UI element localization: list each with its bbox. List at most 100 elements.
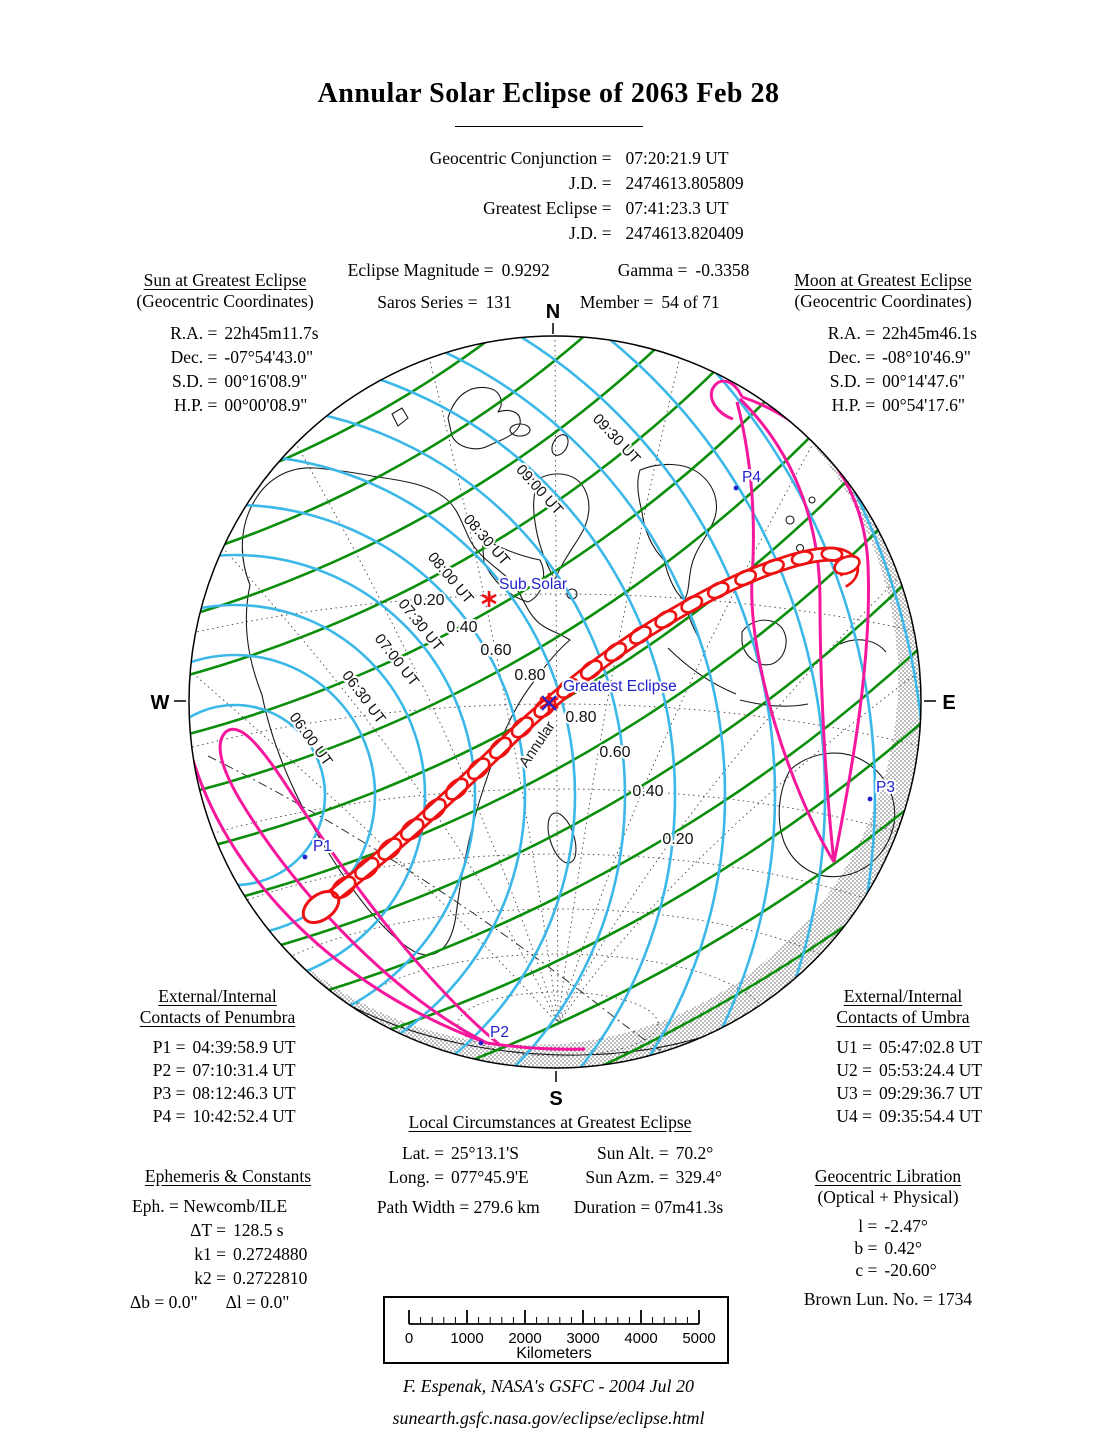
p3-time-label: P3 =	[152, 1083, 186, 1103]
long-label: Long. =	[388, 1167, 444, 1187]
sun-block-title: Sun at Greatest Eclipse	[143, 270, 307, 290]
antumbra-outlines	[330, 546, 844, 900]
moon-hp-value: 00°54'17.6"	[882, 395, 966, 415]
path-sunrise-loop	[301, 889, 341, 925]
long-value: 077°45.9'E	[450, 1167, 529, 1187]
delta-b-label: Δb =	[130, 1292, 165, 1312]
p2-time-label: P2 =	[152, 1060, 186, 1080]
libration-block: Geocentric Libration (Optical + Physical…	[778, 1166, 998, 1311]
title-underline-rule	[455, 126, 643, 127]
sun-dec-label: Dec. =	[170, 347, 218, 367]
moon-ra-label: R.A. =	[827, 323, 876, 343]
u1-time-value: 05:47:02.8 UT	[878, 1037, 983, 1057]
scale-tick-3000: 3000	[566, 1330, 599, 1347]
magnitude-label-lower-020: 0.20	[662, 831, 693, 848]
jd2-value: 2474613.820409	[625, 223, 744, 243]
greatest-eclipse-label: Greatest Eclipse	[563, 678, 677, 695]
libration-b-label: b =	[854, 1238, 878, 1258]
u4-time-label: U4 =	[836, 1106, 872, 1126]
local-right-column: Sun Alt. = 70.2° Sun Azm. = 329.4°	[577, 1141, 722, 1189]
compass-west-label: W	[151, 692, 170, 714]
jd2-label: J.D. =	[569, 223, 612, 243]
scale-bar: 0 1000 2000 3000 4000 5000 Kilometers	[383, 1296, 729, 1364]
sub-solar-label: Sub Solar	[499, 576, 567, 593]
ecliptic-line	[207, 755, 689, 1068]
libration-c-value: -20.60°	[884, 1260, 937, 1280]
magnitude-label-upper-080: 0.80	[514, 667, 545, 684]
duration-label: Duration =	[573, 1197, 651, 1217]
p4-time-value: 10:42:52.4 UT	[192, 1106, 296, 1126]
magnitude-label-lower-060: 0.60	[599, 744, 630, 761]
scale-tick-2000: 2000	[508, 1330, 541, 1347]
delta-l-value: 0.0"	[260, 1292, 290, 1312]
compass-east-label: E	[942, 692, 955, 714]
magnitude-label-lower-040: 0.40	[632, 783, 663, 800]
sun-block-subtitle: (Geocentric Coordinates)	[136, 291, 314, 311]
scale-tick-5000: 5000	[682, 1330, 715, 1347]
p3-time-value: 08:12:46.3 UT	[192, 1083, 296, 1103]
jd1-value: 2474613.805809	[625, 173, 744, 193]
sun-ra-value: 22h45m11.7s	[224, 323, 319, 343]
greatest-eclipse-label: Greatest Eclipse =	[483, 198, 612, 218]
terminator-shading	[189, 336, 921, 1068]
magnitude-label-lower-080: 0.80	[565, 709, 596, 726]
scale-tick-4000: 4000	[624, 1330, 657, 1347]
moon-block-subtitle: (Geocentric Coordinates)	[794, 291, 972, 311]
umbra-title-line1: External/Internal	[843, 986, 963, 1006]
scale-major-ticks	[408, 1310, 700, 1324]
central-path	[301, 546, 861, 925]
k2-label: k2 =	[194, 1268, 226, 1288]
header-row-saros: Saros Series = 131 Member = 54 of 71	[0, 292, 1097, 313]
greatest-eclipse-value: 07:41:23.3 UT	[625, 198, 729, 218]
eph-label: Eph. =	[132, 1196, 179, 1216]
ephemeris-corrections-row: Δb = 0.0" Δl = 0.0"	[108, 1290, 348, 1314]
k1-label: k1 =	[194, 1244, 226, 1264]
delta-b-value: 0.0"	[168, 1292, 198, 1312]
scale-bar-ruler: 0 1000 2000 3000 4000 5000 Kilometers	[405, 1310, 716, 1362]
p2-point	[478, 1040, 484, 1046]
moon-sd-value: 00°14'47.6"	[882, 371, 966, 391]
sun-hp-value: 00°00'08.9"	[224, 395, 308, 415]
compass-south-label: S	[549, 1088, 562, 1110]
p4-label: P4	[742, 469, 761, 486]
umbra-contacts-block: External/Internal Contacts of Umbra U1 =…	[793, 986, 1013, 1128]
sub-solar-marker	[481, 591, 497, 607]
penumbral-limit-curves	[191, 379, 870, 1051]
p1-label: P1	[313, 838, 332, 855]
p1-time-value: 04:39:58.9 UT	[192, 1037, 296, 1057]
scale-minor-ticks	[408, 1317, 700, 1324]
sun-block: Sun at Greatest Eclipse (Geocentric Coor…	[100, 270, 350, 417]
penumbra-title-line2: Contacts of Penumbra	[139, 1007, 296, 1027]
sun-azm-label: Sun Azm. =	[585, 1167, 669, 1187]
delta-t-value: 128.5 s	[233, 1220, 284, 1240]
k2-value: 0.2722810	[233, 1268, 308, 1288]
local-bottom-row: Path Width = 279.6 km Duration = 07m41.3…	[330, 1195, 770, 1219]
source-url: sunearth.gsfc.nasa.gov/eclipse/eclipse.h…	[392, 1408, 705, 1428]
duration-value: 07m41.3s	[654, 1197, 724, 1217]
sun-azm-value: 329.4°	[675, 1167, 723, 1187]
u2-time-label: U2 =	[836, 1060, 872, 1080]
conjunction-label: Geocentric Conjunction =	[429, 148, 612, 168]
path-width-value: 279.6 km	[473, 1197, 540, 1217]
k1-value: 0.2724880	[233, 1244, 308, 1264]
sun-alt-value: 70.2°	[675, 1143, 714, 1163]
p2-time-value: 07:10:31.4 UT	[192, 1060, 296, 1080]
penumbra-title-line1: External/Internal	[158, 986, 277, 1006]
gamma-value: -0.3358	[695, 260, 750, 280]
u2-time-value: 05:53:24.4 UT	[878, 1060, 983, 1080]
libration-title: Geocentric Libration	[814, 1166, 962, 1186]
p1-time-label: P1 =	[152, 1037, 186, 1057]
jd1-label: J.D. =	[569, 173, 612, 193]
moon-block: Moon at Greatest Eclipse (Geocentric Coo…	[758, 270, 1008, 417]
brown-lunation-row: Brown Lun. No. = 1734	[803, 1289, 973, 1309]
conjunction-value: 07:20:21.9 UT	[625, 148, 729, 168]
sun-dec-value: -07°54'43.0"	[224, 347, 314, 367]
libration-l-label: l =	[858, 1216, 878, 1236]
umbra-title-line2: Contacts of Umbra	[836, 1007, 970, 1027]
magnitude-label: Eclipse Magnitude =	[347, 260, 494, 280]
moon-hp-label: H.P. =	[831, 395, 876, 415]
compass-north-label: N	[546, 301, 560, 323]
moon-ra-value: 22h45m46.1s	[882, 323, 977, 343]
scale-tick-0: 0	[405, 1330, 413, 1347]
